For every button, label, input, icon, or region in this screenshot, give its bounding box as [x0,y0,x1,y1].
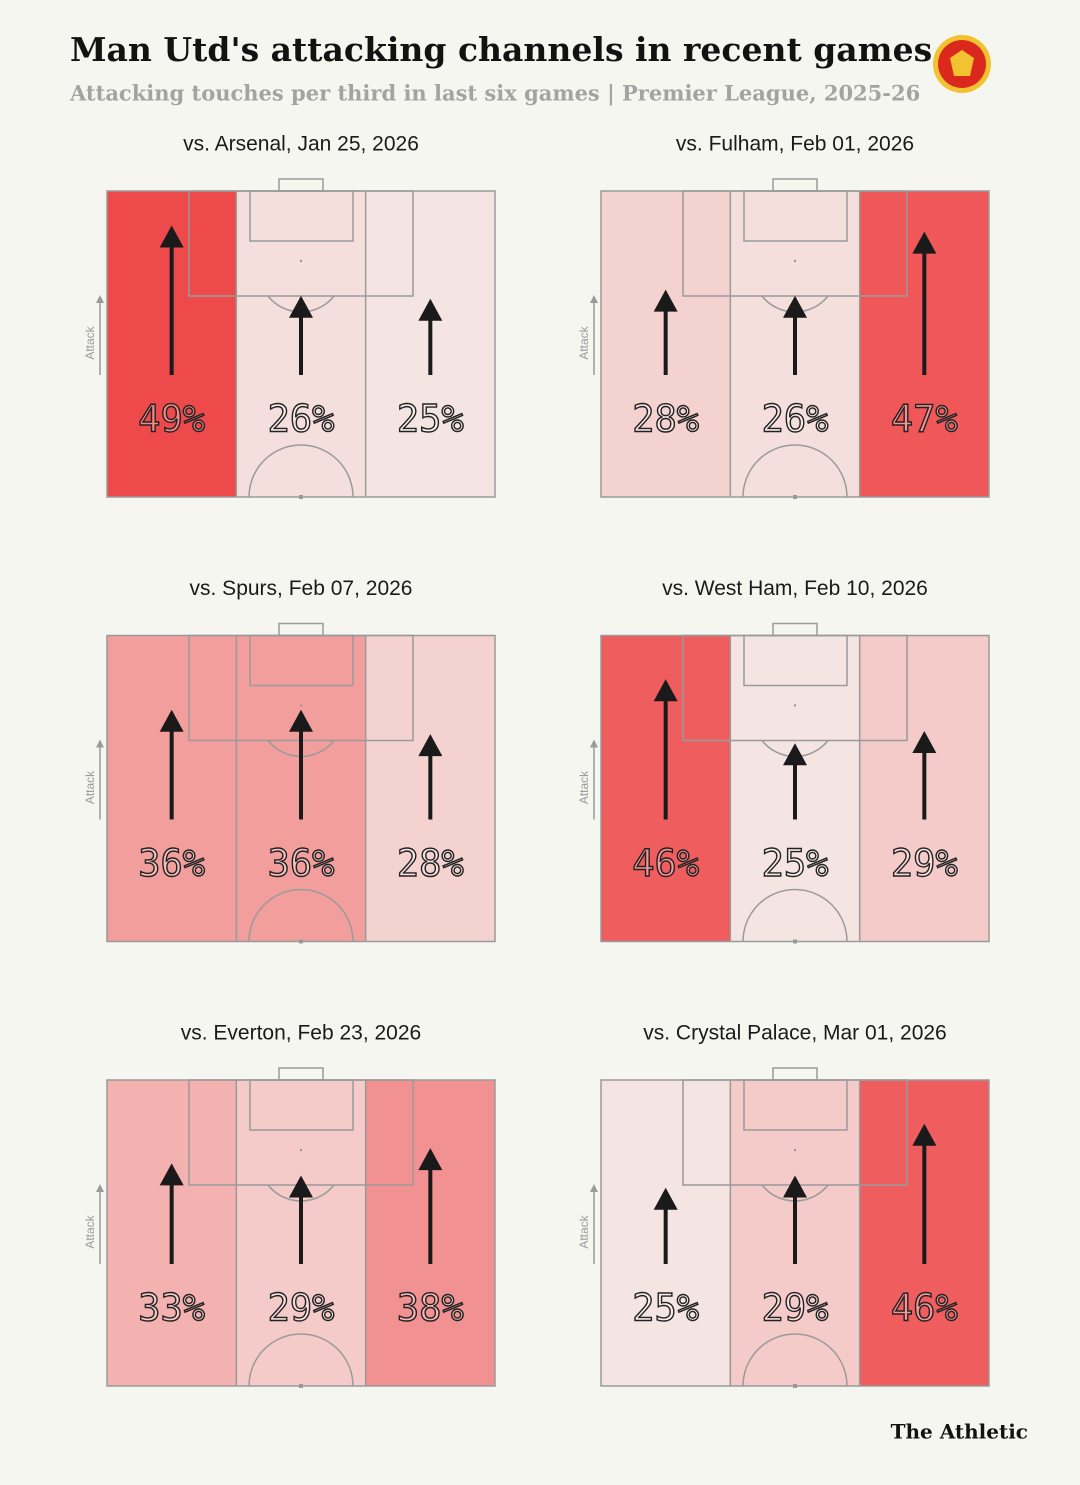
value-label: 25% [632,1287,699,1330]
arrow-head [159,709,184,732]
value-label: 46% [632,842,699,885]
centre-spot [299,1384,303,1388]
arrow-head [289,295,313,318]
arrow-head [783,295,807,318]
panel-title: vs. Crystal Palace, Mar 01, 2026 [643,1022,946,1045]
arrow-head [653,1187,678,1210]
attack-label: Attack [83,770,97,804]
arrow-head [159,225,184,248]
penalty-spot [793,259,797,263]
panel-title: vs. Arsenal, Jan 25, 2026 [183,133,419,156]
goal [278,622,324,637]
value-label: 29% [891,842,958,885]
value-label: 26% [762,398,829,441]
value-label: 25% [762,842,829,885]
value-label: 36% [268,842,335,885]
centre-spot [793,939,797,944]
arrow-head [159,1163,184,1186]
centre-spot [299,495,303,499]
centre-circle [248,888,354,942]
arrow-head [418,1148,443,1171]
arrow-head [289,1175,313,1198]
penalty-spot [299,1148,303,1152]
value-label: 46% [891,1287,958,1330]
title: Man Utd's attacking channels in recent g… [70,30,932,69]
goal [772,178,818,192]
value-label: 29% [268,1287,335,1330]
goal [772,622,818,637]
centre-circle [248,1333,354,1387]
penalty-spot [299,259,303,263]
centre-circle [742,1333,848,1387]
brand: The Athletic [891,1420,1028,1444]
arrow-head [912,731,937,754]
panel-title: vs. Fulham, Feb 01, 2026 [676,133,914,156]
attack-label: Attack [577,1214,591,1248]
penalty-spot [793,1148,797,1152]
attack-label: Attack [577,325,591,359]
arrow-head [783,743,807,766]
panel-title: vs. Spurs, Feb 07, 2026 [190,577,413,600]
attack-label: Attack [83,1214,97,1248]
arrow-head [912,231,937,254]
value-label: 26% [268,398,335,441]
panel-title: vs. Everton, Feb 23, 2026 [181,1022,421,1045]
penalty-spot [793,704,797,707]
panel-title: vs. West Ham, Feb 10, 2026 [662,577,928,600]
centre-spot [299,939,303,944]
value-label: 47% [891,398,958,441]
value-label: 28% [632,398,699,441]
arrow-head [912,1123,937,1146]
arrow-head [653,289,678,312]
centre-circle [248,444,354,498]
centre-circle [742,444,848,498]
club-crest [933,35,991,93]
value-label: 36% [138,842,205,885]
penalty-spot [299,704,303,707]
attack-arrow-head [96,1184,104,1192]
value-label: 25% [397,398,464,441]
pitch-markings [600,1067,990,1387]
attack-arrow-head [590,1184,598,1192]
goal [278,178,324,192]
goal [278,1067,324,1081]
arrow-head [289,709,313,732]
centre-spot [793,495,797,499]
arrow-head [783,1175,807,1198]
arrow-head [418,734,443,757]
centre-spot [793,1384,797,1388]
attack-arrow-head [590,739,598,748]
subtitle: Attacking touches per third in last six … [69,81,920,106]
crest-shield [950,50,974,76]
value-label: 28% [397,842,464,885]
attack-arrow-head [590,295,598,303]
attack-label: Attack [83,325,97,359]
value-label: 38% [397,1287,464,1330]
value-label: 49% [138,398,205,441]
value-label: 33% [138,1287,205,1330]
value-label: 29% [762,1287,829,1330]
goal [772,1067,818,1081]
arrow-head [653,679,678,702]
attack-arrow-head [96,295,104,303]
attack-arrow-head [96,739,104,748]
attack-label: Attack [577,770,591,804]
centre-circle [742,888,848,942]
arrow-head [418,298,443,321]
